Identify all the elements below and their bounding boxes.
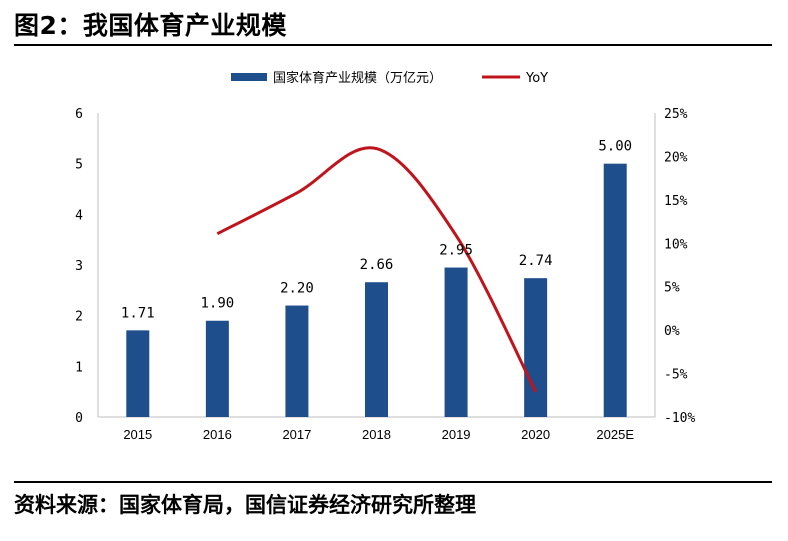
data-label: 1.71 bbox=[121, 305, 155, 321]
y-tick-label: 6 bbox=[75, 107, 83, 122]
x-tick-label: 2018 bbox=[362, 427, 391, 442]
y2-tick-label: 25% bbox=[664, 107, 688, 122]
legend-line-label: YoY bbox=[525, 71, 548, 86]
data-label: 2.74 bbox=[519, 253, 553, 269]
legend: 国家体育产业规模（万亿元） YoY bbox=[231, 70, 548, 86]
source-note: 资料来源：国家体育局，国信证券经济研究所整理 bbox=[14, 493, 476, 517]
y-tick-label: 2 bbox=[75, 310, 83, 325]
y2-tick-label: -10% bbox=[664, 411, 695, 426]
data-label: 2.66 bbox=[360, 257, 394, 273]
y-tick-label: 0 bbox=[75, 411, 83, 426]
bar bbox=[444, 267, 468, 417]
bar bbox=[126, 330, 150, 417]
x-tick-label: 2015 bbox=[123, 427, 152, 442]
legend-bar-label: 国家体育产业规模（万亿元） bbox=[273, 70, 442, 86]
bar bbox=[524, 278, 548, 417]
x-tick-label: 2025E bbox=[596, 427, 634, 442]
data-label: 5.00 bbox=[598, 139, 632, 155]
data-label: 2.95 bbox=[439, 243, 473, 259]
chart: 国家体育产业规模（万亿元） YoY 0 1 2 3 4 5 6 -10% -5% 0% 5% 10% 1… bbox=[75, 70, 695, 442]
page-title: 图2：我国体育产业规模 bbox=[14, 11, 287, 40]
y-tick-label: 3 bbox=[75, 259, 83, 274]
y-tick-label: 1 bbox=[75, 360, 83, 375]
y2-tick-label: -5% bbox=[664, 368, 688, 383]
bar bbox=[205, 320, 229, 417]
x-tick-label: 2016 bbox=[203, 427, 232, 442]
y-tick-label: 5 bbox=[75, 158, 83, 173]
bottom-rule bbox=[14, 481, 772, 483]
y2-tick-label: 5% bbox=[664, 281, 680, 296]
top-rule bbox=[14, 44, 772, 46]
bar bbox=[603, 163, 627, 417]
y2-tick-label: 0% bbox=[664, 324, 680, 339]
x-tick-label: 2017 bbox=[282, 427, 311, 442]
data-label: 1.90 bbox=[200, 296, 234, 312]
y2-tick-label: 15% bbox=[664, 194, 688, 209]
legend-bar-swatch bbox=[231, 73, 267, 81]
bar bbox=[365, 282, 388, 417]
yoy-line bbox=[216, 146, 537, 393]
y-tick-label: 4 bbox=[75, 208, 83, 223]
x-tick-label: 2019 bbox=[442, 427, 471, 442]
x-tick-label: 2020 bbox=[521, 427, 550, 442]
bar bbox=[285, 305, 309, 417]
data-label: 2.20 bbox=[280, 281, 314, 297]
y2-tick-label: 10% bbox=[664, 237, 688, 252]
y2-tick-label: 20% bbox=[664, 150, 688, 165]
